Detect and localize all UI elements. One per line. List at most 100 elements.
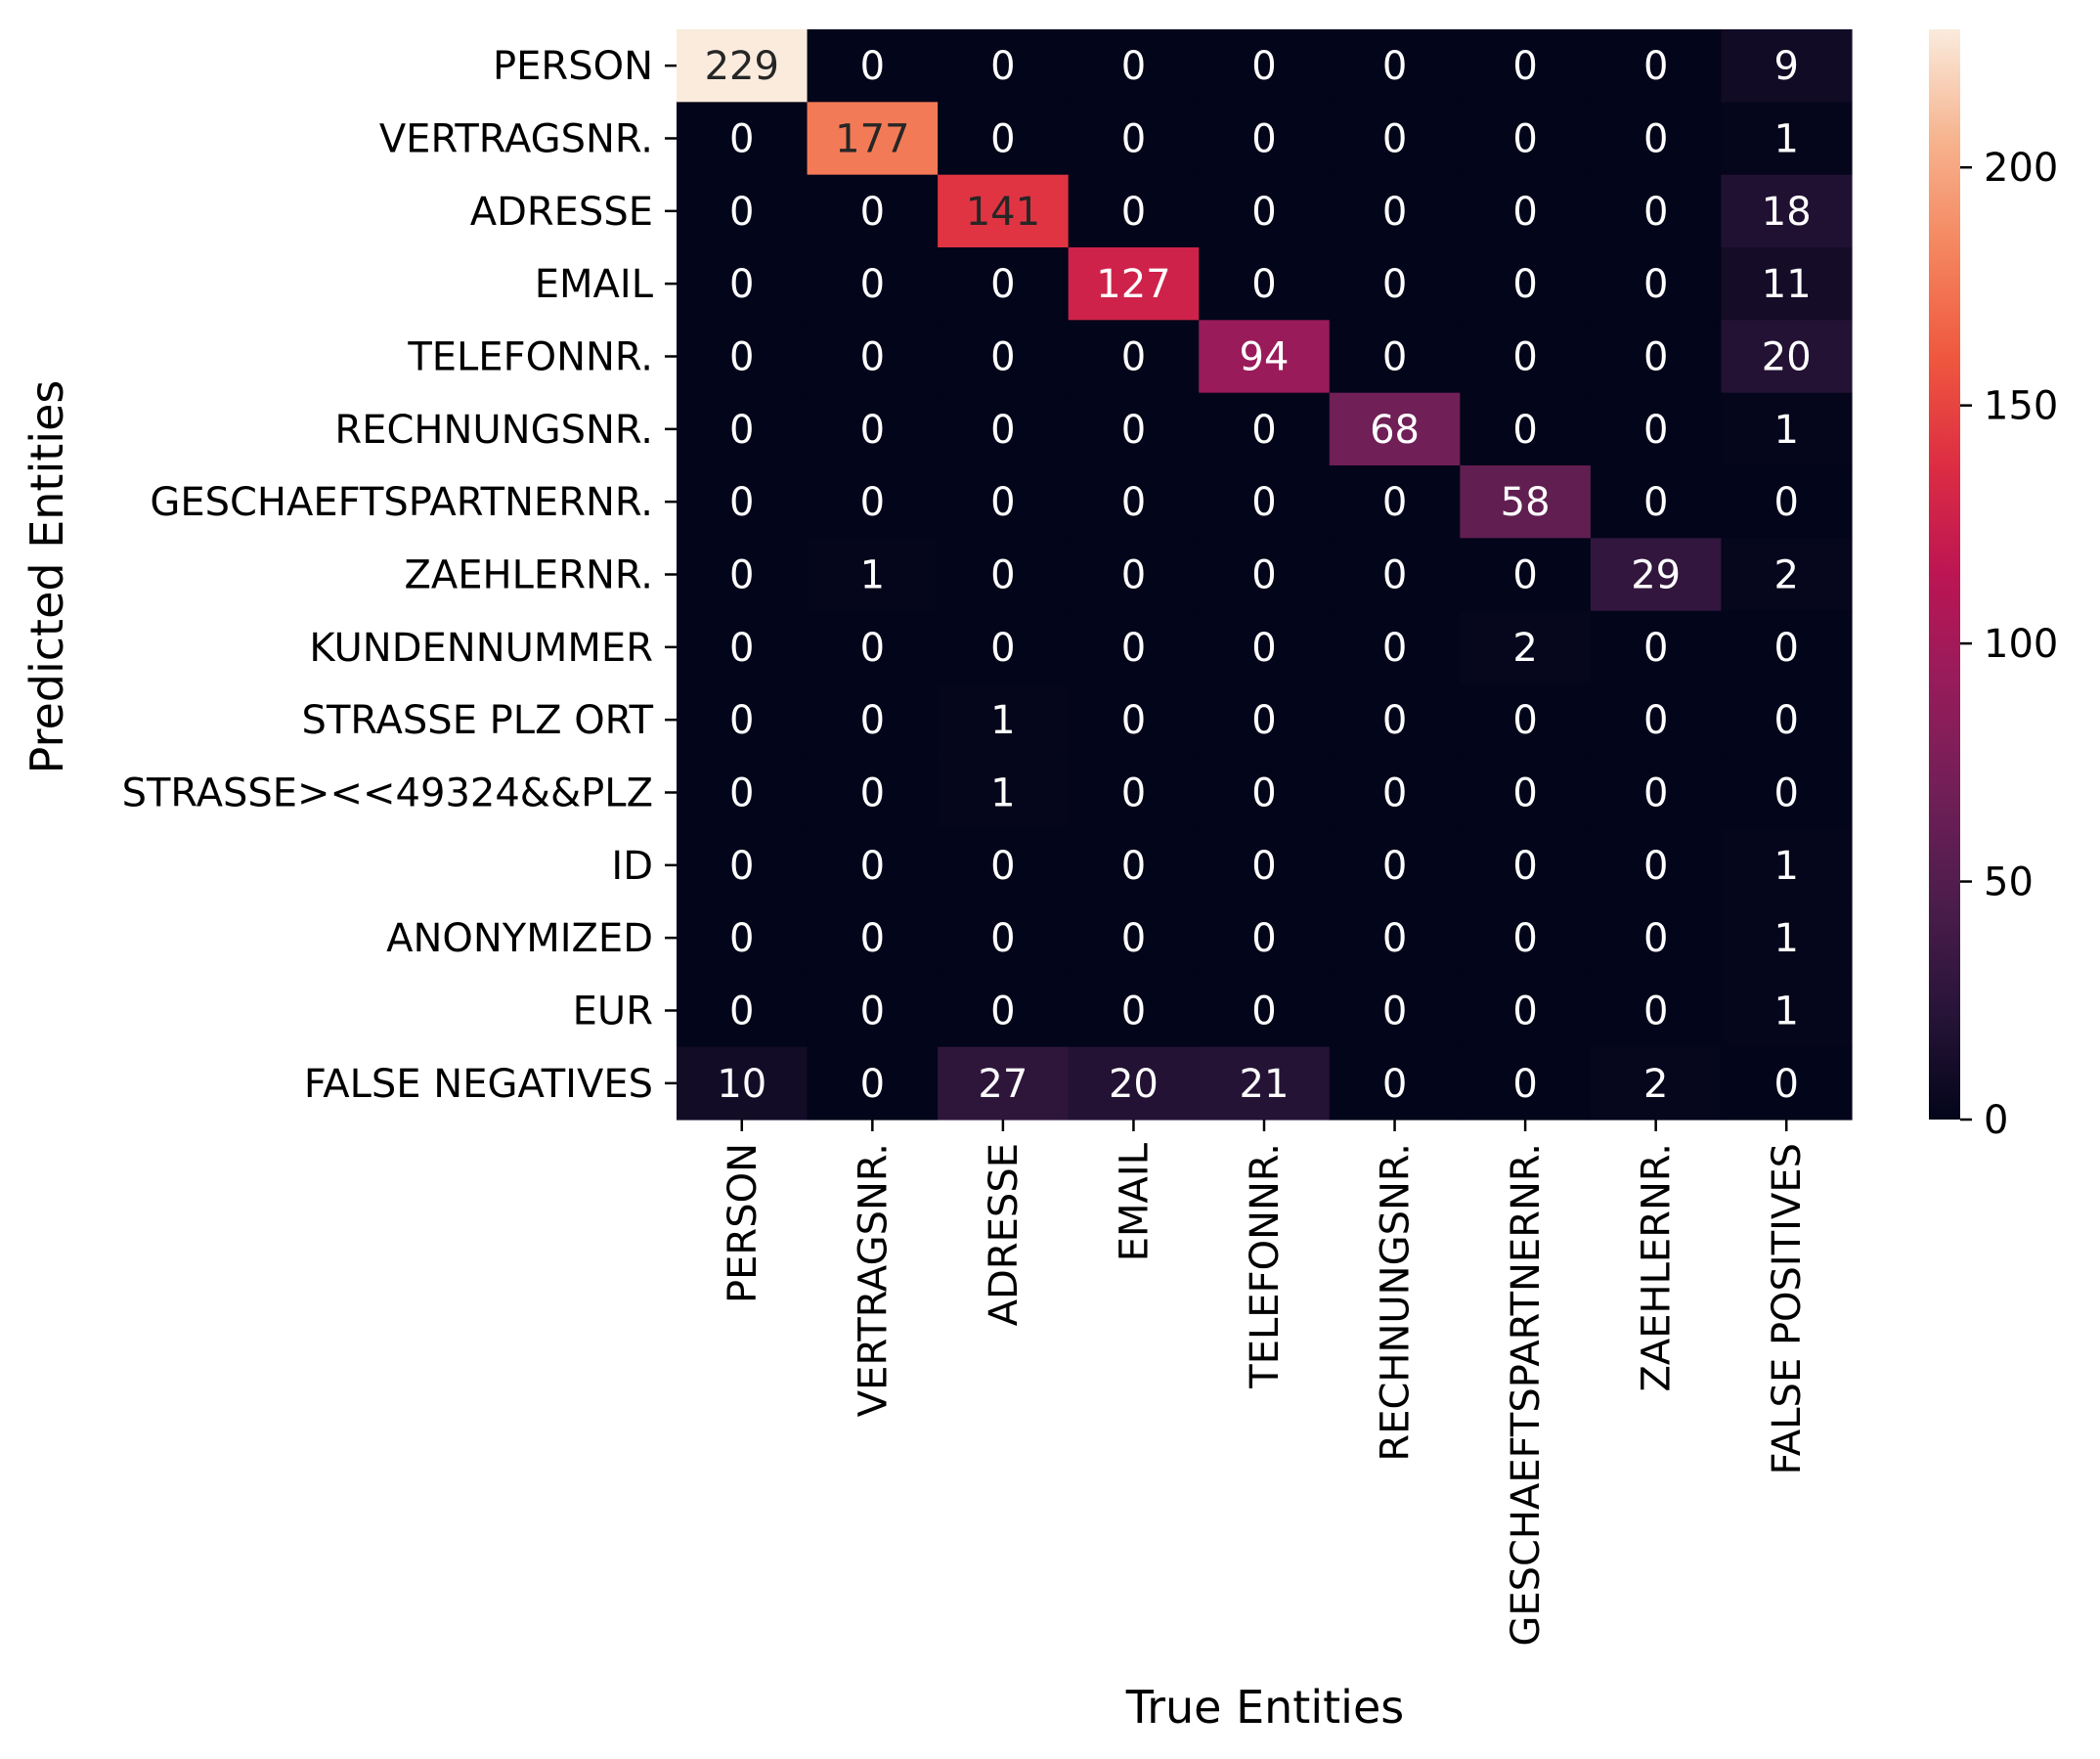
heatmap-cell — [1199, 538, 1331, 612]
y-tick-label: STRASSE PLZ ORT — [302, 698, 654, 743]
x-tick-label: ZAEHLERNR. — [1635, 1143, 1680, 1391]
cell-value-label: 0 — [1251, 117, 1276, 162]
heatmap-cell — [938, 392, 1070, 466]
heatmap-cell — [677, 974, 809, 1048]
cell-value-label: 0 — [1773, 480, 1798, 525]
cell-value-label: 0 — [1512, 771, 1537, 816]
cell-value-label: 2 — [1773, 553, 1798, 598]
y-tick-label: TELEFONNR. — [407, 335, 653, 380]
heatmap-cell — [1721, 610, 1853, 684]
cell-value-label: 0 — [1773, 698, 1798, 743]
x-tick-label: ADRESSE — [982, 1143, 1027, 1326]
heatmap-cell — [938, 901, 1070, 975]
heatmap-cell — [1068, 683, 1200, 757]
cell-value-label: 0 — [860, 44, 885, 89]
heatmap-cell — [938, 320, 1070, 394]
cell-value-label: 0 — [729, 335, 754, 380]
heatmap-cell — [1068, 828, 1200, 902]
heatmap-cell — [1199, 392, 1331, 466]
y-tick-label: STRASSE><<49324&&PLZ — [122, 771, 653, 816]
heatmap-cell — [1590, 392, 1723, 466]
cell-value-label: 0 — [1773, 626, 1798, 671]
heatmap-cell — [677, 756, 809, 830]
heatmap-cell — [1199, 756, 1331, 830]
cell-value-label: 0 — [1251, 989, 1276, 1034]
cell-value-label: 0 — [1643, 190, 1668, 235]
y-axis: PERSON VERTRAGSNR. ADRESSE EMAIL TELEFONNR. R… — [122, 44, 677, 1107]
cell-value-label: 0 — [1251, 844, 1276, 889]
y-tick-label: GESCHAEFTSPARTNERNR. — [150, 480, 653, 525]
cell-value-label: 0 — [1251, 262, 1276, 307]
heatmap-cell — [1460, 538, 1592, 612]
heatmap-cell — [1460, 320, 1592, 394]
cell-value-label: 0 — [1121, 335, 1146, 380]
cell-value-label: 0 — [1382, 1062, 1407, 1107]
cell-value-label: 0 — [1512, 262, 1537, 307]
x-tick-label: VERTRAGSNR. — [851, 1143, 896, 1417]
colorbar-tick-label: 150 — [1984, 384, 2058, 429]
cell-value-label: 0 — [1121, 626, 1146, 671]
cell-value-label: 10 — [717, 1062, 766, 1107]
cell-value-label: 0 — [729, 480, 754, 525]
cell-value-label: 0 — [860, 844, 885, 889]
heatmap-cell — [1199, 610, 1331, 684]
heatmap-cell — [1590, 29, 1723, 103]
colorbar-tick-label: 0 — [1984, 1098, 2008, 1143]
y-tick-label: ADRESSE — [470, 190, 653, 235]
cell-value-label: 0 — [990, 335, 1015, 380]
cell-value-label: 0 — [729, 408, 754, 453]
heatmap-cell — [1721, 1046, 1853, 1121]
heatmap-cell — [1068, 174, 1200, 248]
heatmap-cell — [677, 901, 809, 975]
heatmap-cell — [807, 320, 939, 394]
y-tick-label: KUNDENNUMMER — [309, 626, 653, 671]
heatmap-cell — [1460, 828, 1592, 902]
heatmap-cell — [1721, 538, 1853, 612]
heatmap-cell — [938, 828, 1070, 902]
cell-value-label: 0 — [1121, 480, 1146, 525]
y-tick-label: VERTRAGSNR. — [379, 117, 653, 162]
x-tick-label: TELEFONNR. — [1243, 1143, 1288, 1389]
heatmap-cell — [677, 247, 809, 321]
cell-value-label: 0 — [860, 262, 885, 307]
heatmap-cell — [1329, 29, 1461, 103]
heatmap-cell — [1460, 901, 1592, 975]
cell-value-label: 0 — [1382, 553, 1407, 598]
cell-value-label: 0 — [1512, 408, 1537, 453]
cell-value-label: 0 — [1382, 844, 1407, 889]
heatmap-cell — [677, 465, 809, 539]
heatmap-cell — [677, 683, 809, 757]
cell-value-label: 1 — [1773, 844, 1798, 889]
cell-value-label: 0 — [860, 1062, 885, 1107]
cell-value-label: 1 — [1773, 916, 1798, 961]
heatmap-cell — [1590, 320, 1723, 394]
heatmap-cell — [1460, 756, 1592, 830]
cell-value-label: 0 — [1382, 44, 1407, 89]
heatmap-cell — [1329, 828, 1461, 902]
cell-value-label: 0 — [1512, 335, 1537, 380]
cell-value-label: 0 — [1251, 553, 1276, 598]
heatmap-cell — [677, 29, 809, 103]
cell-value-label: 0 — [1121, 190, 1146, 235]
heatmap-cell — [1721, 901, 1853, 975]
heatmap-cell — [1068, 102, 1200, 176]
cell-value-label: 0 — [729, 553, 754, 598]
heatmap-cell — [1329, 392, 1461, 466]
heatmap-cell — [1590, 174, 1723, 248]
colorbar-tick-label: 100 — [1984, 622, 2058, 667]
heatmap-cell — [677, 174, 809, 248]
cell-value-label: 68 — [1370, 408, 1420, 453]
cell-value-label: 0 — [1643, 262, 1668, 307]
heatmap-cell — [1721, 974, 1853, 1048]
y-tick-label: ANONYMIZED — [386, 916, 653, 961]
cell-value-label: 0 — [1251, 626, 1276, 671]
cell-value-label: 0 — [990, 989, 1015, 1034]
heatmap-cell — [1460, 174, 1592, 248]
cell-value-label: 0 — [1382, 117, 1407, 162]
cell-value-label: 0 — [1382, 480, 1407, 525]
cell-value-label: 27 — [978, 1062, 1028, 1107]
heatmap-cell — [677, 1046, 809, 1121]
cell-value-label: 1 — [860, 553, 885, 598]
cell-value-labels: 229 0 0 0 0 0 0 0 90 177 0 0 0 0 0 0 10 0 141 0 0 0 0 0 180 0 0 127… — [705, 44, 1812, 1107]
